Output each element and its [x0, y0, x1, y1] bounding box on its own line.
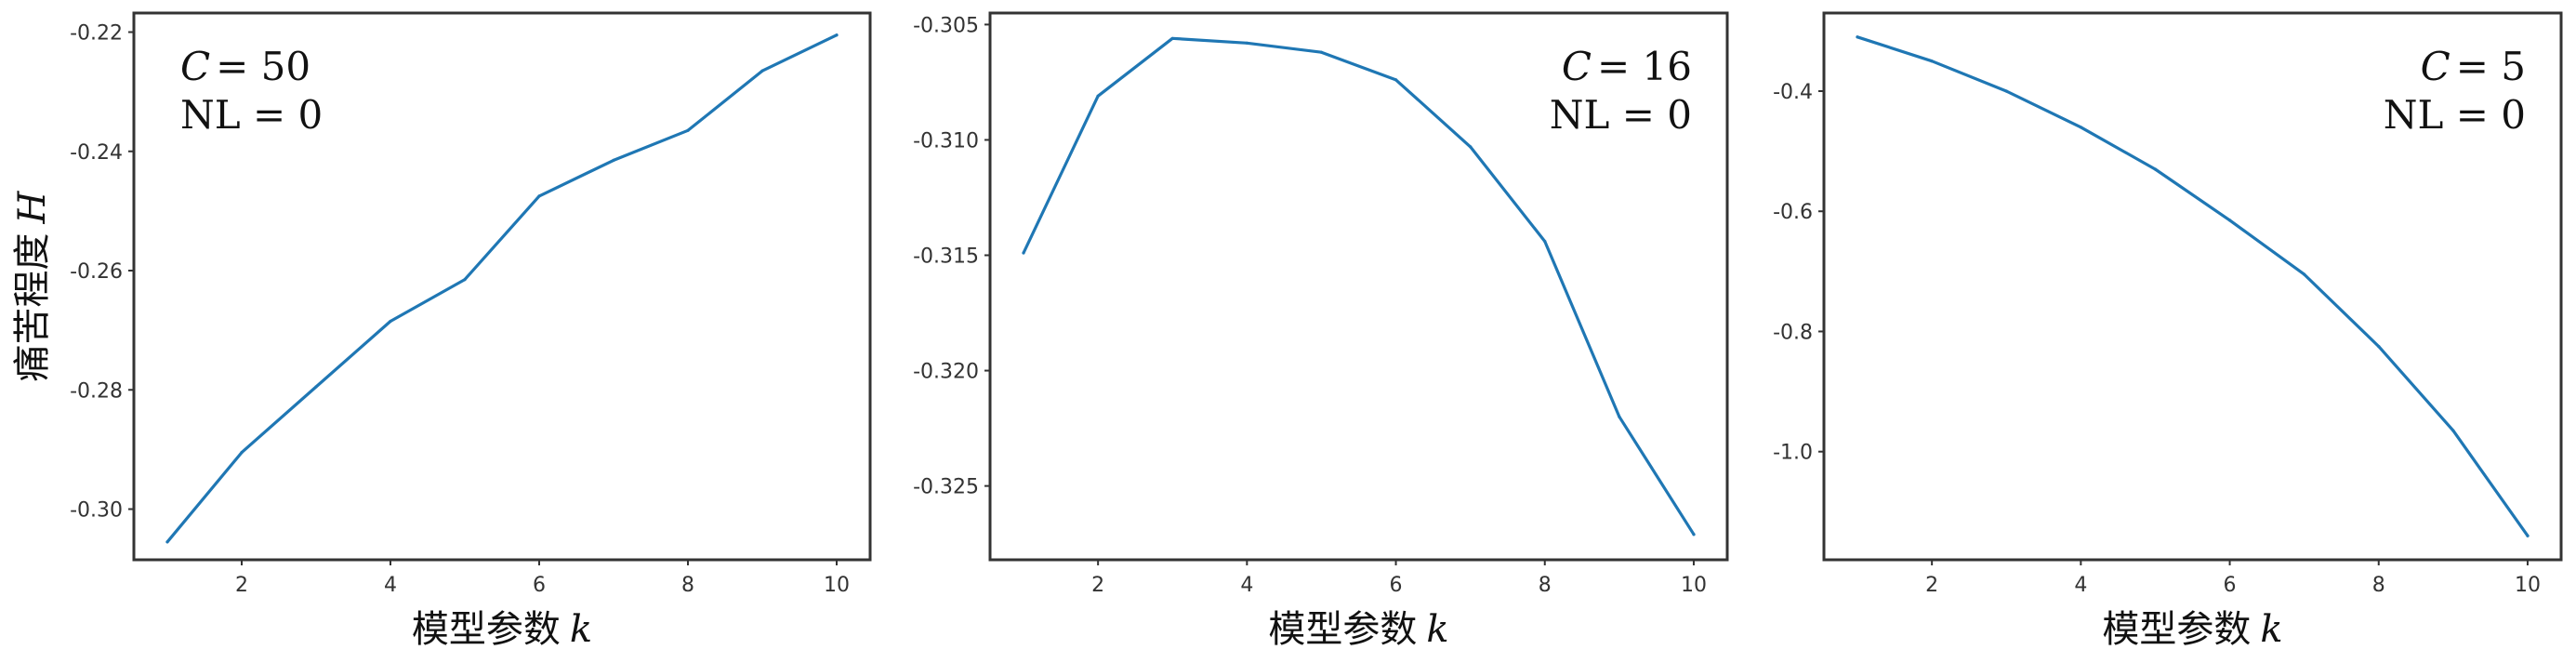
data-point [1394, 78, 1398, 82]
data-point [1319, 50, 1323, 54]
data-point [463, 278, 467, 282]
data-point [1618, 415, 1621, 418]
y-tick-label: -0.315 [913, 245, 979, 269]
annotation-c: C = 5 [2421, 44, 2526, 89]
x-tick-label: 8 [2372, 574, 2385, 597]
x-axis-label-text: 模型参数 [1268, 608, 1417, 651]
y-tick-label: -0.325 [913, 476, 979, 499]
y-tick-label: -0.4 [1773, 81, 1813, 104]
x-tick-label: 10 [1681, 574, 1707, 597]
data-point [314, 385, 318, 389]
y-tick-label: -0.305 [913, 14, 979, 37]
chart-panel-2: 2 4 6 8 10 -0.325 -0.320 -0.315 -0.310 -0.305 模型参数… [913, 11, 1729, 651]
annotation-c-symbol: C [180, 44, 210, 89]
data-point [1469, 145, 1473, 149]
data-point [2377, 345, 2381, 349]
annotation-c-value: = 5 [2456, 44, 2526, 89]
y-tick-label: -0.22 [70, 22, 123, 46]
y-tick-label: -0.24 [70, 141, 123, 165]
annotation-c: C = 50 [180, 44, 310, 89]
annotation-nl: NL = 0 [2384, 92, 2526, 138]
data-point [240, 451, 244, 455]
x-tick-label: 8 [681, 574, 694, 597]
data-point [2303, 272, 2306, 276]
x-axis-label-symbol: k [570, 608, 592, 651]
x-axis-label-symbol: k [1426, 608, 1448, 651]
x-tick-label: 2 [1091, 574, 1104, 597]
x-tick-label: 4 [1240, 574, 1253, 597]
chart-panel-1: 2 4 6 8 10 -0.30 -0.28 -0.26 -0.24 -0.22 模型参数 k 痛苦程度… [11, 11, 872, 651]
data-point [1245, 41, 1248, 45]
data-point [1930, 60, 1934, 63]
x-axis-label-text: 模型参数 [412, 608, 561, 651]
data-point [760, 69, 764, 73]
y-tick-label: -0.8 [1773, 321, 1813, 344]
annotation-nl: NL = 0 [1550, 92, 1692, 138]
plot-frame [132, 11, 872, 562]
x-axis-label: 模型参数 k [412, 608, 592, 651]
plot-frame [1822, 11, 2563, 562]
x-tick-label: 8 [1539, 574, 1552, 597]
data-point [165, 540, 169, 544]
annotation-c-value: = 16 [1597, 44, 1692, 89]
data-point [2451, 429, 2455, 432]
x-tick-label: 4 [2074, 574, 2087, 597]
y-tick-label: -0.30 [70, 498, 123, 522]
y-tick-label: -1.0 [1773, 442, 1813, 465]
x-tick-label: 10 [824, 574, 850, 597]
y-axis-label-symbol: H [11, 190, 54, 224]
chart-panel-3: 2 4 6 8 10 -1.0 -0.8 -0.6 -0.4 模型参数 k C = 5NL = 0 [1773, 11, 2563, 651]
data-point [612, 158, 615, 162]
y-tick-label: -0.26 [70, 260, 123, 284]
x-tick-label: 4 [384, 574, 397, 597]
x-axis-label-symbol: k [2260, 608, 2282, 651]
x-tick-label: 6 [2224, 574, 2237, 597]
data-point [686, 128, 690, 132]
data-point [835, 33, 839, 37]
y-tick-label: -0.6 [1773, 201, 1813, 224]
data-point [1543, 240, 1547, 244]
y-tick-label: -0.28 [70, 379, 123, 403]
data-point [1856, 35, 1859, 39]
x-tick-label: 10 [2515, 574, 2541, 597]
series-line [1856, 35, 2530, 537]
data-point [2079, 126, 2082, 129]
x-tick-label: 6 [533, 574, 546, 597]
data-point [1096, 94, 1100, 98]
y-tick-label: -0.320 [913, 361, 979, 384]
y-axis-label: 痛苦程度 H [11, 190, 54, 381]
x-axis-label: 模型参数 k [2102, 608, 2282, 651]
series-line [165, 33, 839, 544]
data-point [389, 319, 392, 324]
y-axis-label-text: 痛苦程度 [11, 232, 54, 381]
data-point [2228, 219, 2232, 222]
x-axis-label-text: 模型参数 [2102, 608, 2251, 651]
x-axis-label: 模型参数 k [1268, 608, 1448, 651]
x-tick-label: 2 [1925, 574, 1938, 597]
annotation-c-value: = 50 [216, 44, 310, 89]
x-tick-label: 2 [235, 574, 248, 597]
x-tick-label: 6 [1390, 574, 1403, 597]
data-point [2153, 167, 2157, 171]
plot-frame [988, 11, 1729, 562]
data-point [2526, 534, 2530, 537]
data-point [537, 194, 541, 198]
annotation-c-symbol: C [1562, 44, 1592, 89]
series-line [1022, 36, 1696, 537]
y-tick-label: -0.310 [913, 129, 979, 152]
annotation-c: C = 16 [1562, 44, 1692, 89]
data-point [2004, 89, 2008, 93]
data-point [1692, 533, 1696, 537]
annotation-nl: NL = 0 [180, 92, 323, 138]
data-point [1022, 251, 1025, 255]
annotation-c-symbol: C [2421, 44, 2451, 89]
data-point [1170, 36, 1174, 40]
